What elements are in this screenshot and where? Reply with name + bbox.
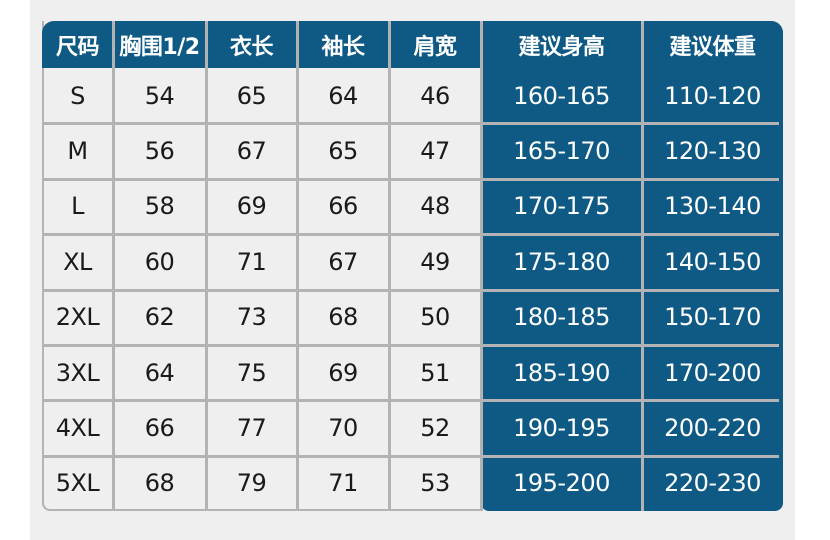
grid-line-vertical	[641, 21, 644, 511]
cell-chest-half: 64	[144, 358, 175, 387]
recommendation-area	[481, 21, 783, 511]
header-chest-half: 胸围1/2	[119, 34, 200, 60]
size-chart-table: 尺码 胸围1/2 衣长 袖长 肩宽 建议身高 建议体重 S 54 65 64 46 160-165 110…	[42, 21, 783, 511]
cell-shoulder: 50	[420, 303, 450, 332]
cell-shoulder: 48	[420, 192, 450, 221]
cell-weight: 110-120	[664, 81, 761, 110]
cell-length: 73	[236, 303, 267, 332]
cell-weight: 130-140	[664, 192, 761, 221]
cell-sleeve: 69	[328, 358, 358, 387]
cell-height: 170-175	[513, 192, 610, 221]
grid-line-vertical	[112, 21, 115, 511]
header-height: 建议身高	[518, 34, 605, 60]
cell-length: 65	[236, 81, 267, 110]
cell-height: 180-185	[513, 303, 610, 332]
cell-size: 4XL	[55, 414, 100, 443]
cell-weight: 150-170	[664, 303, 761, 332]
header-weight: 建议体重	[669, 34, 756, 60]
cell-shoulder: 51	[420, 358, 450, 387]
cell-size: 2XL	[55, 303, 100, 332]
cell-length: 79	[236, 469, 267, 498]
cell-weight: 200-220	[664, 414, 761, 443]
cell-height: 175-180	[513, 247, 610, 276]
grid-line-horizontal	[42, 288, 779, 292]
measurement-area	[42, 21, 481, 511]
cell-sleeve: 66	[328, 192, 358, 221]
cell-shoulder: 53	[420, 469, 450, 498]
cell-length: 67	[236, 137, 267, 166]
cell-size: S	[70, 81, 85, 110]
grid-line-vertical	[205, 21, 208, 511]
grid-line-vertical	[480, 21, 483, 511]
cell-length: 77	[236, 414, 267, 443]
cell-sleeve: 70	[328, 414, 358, 443]
cell-chest-half: 56	[144, 137, 175, 166]
cell-height: 185-190	[513, 358, 610, 387]
cell-size: 5XL	[55, 469, 100, 498]
cell-height: 195-200	[513, 469, 610, 498]
cell-shoulder: 47	[420, 137, 450, 166]
cell-weight: 220-230	[664, 469, 761, 498]
header-size: 尺码	[55, 34, 100, 60]
cell-chest-half: 58	[144, 192, 175, 221]
cell-chest-half: 54	[144, 81, 175, 110]
cell-chest-half: 66	[144, 414, 175, 443]
cell-height: 190-195	[513, 414, 610, 443]
cell-size: M	[67, 137, 88, 166]
cell-weight: 140-150	[664, 247, 761, 276]
grid-line-vertical	[388, 21, 391, 511]
cell-weight: 120-130	[664, 137, 761, 166]
cell-size: XL	[63, 247, 92, 276]
cell-weight: 170-200	[664, 358, 761, 387]
cell-length: 75	[236, 358, 267, 387]
cell-sleeve: 71	[328, 469, 358, 498]
cell-chest-half: 60	[144, 247, 175, 276]
grid-line-horizontal	[42, 454, 779, 458]
cell-sleeve: 68	[328, 303, 358, 332]
cell-size: L	[71, 192, 84, 221]
cell-shoulder: 49	[420, 247, 450, 276]
cell-chest-half: 68	[144, 469, 175, 498]
cell-length: 69	[236, 192, 267, 221]
grid-line-horizontal	[42, 177, 779, 181]
grid-line-vertical	[296, 21, 299, 511]
grid-line-horizontal	[42, 122, 779, 126]
cell-sleeve: 67	[328, 247, 358, 276]
cell-shoulder: 46	[420, 81, 450, 110]
cell-sleeve: 65	[328, 137, 358, 166]
cell-chest-half: 62	[144, 303, 175, 332]
grid-line-horizontal	[42, 399, 779, 403]
header-sleeve: 袖长	[321, 34, 365, 60]
header-shoulder: 肩宽	[413, 34, 457, 60]
cell-size: 3XL	[55, 358, 100, 387]
grid-line-horizontal	[42, 344, 779, 347]
cell-sleeve: 64	[328, 81, 358, 110]
cell-shoulder: 52	[420, 414, 450, 443]
cell-length: 71	[236, 247, 267, 276]
cell-height: 160-165	[513, 81, 610, 110]
grid-line-horizontal	[42, 233, 779, 237]
cell-height: 165-170	[513, 137, 610, 166]
header-length: 衣长	[229, 34, 274, 60]
